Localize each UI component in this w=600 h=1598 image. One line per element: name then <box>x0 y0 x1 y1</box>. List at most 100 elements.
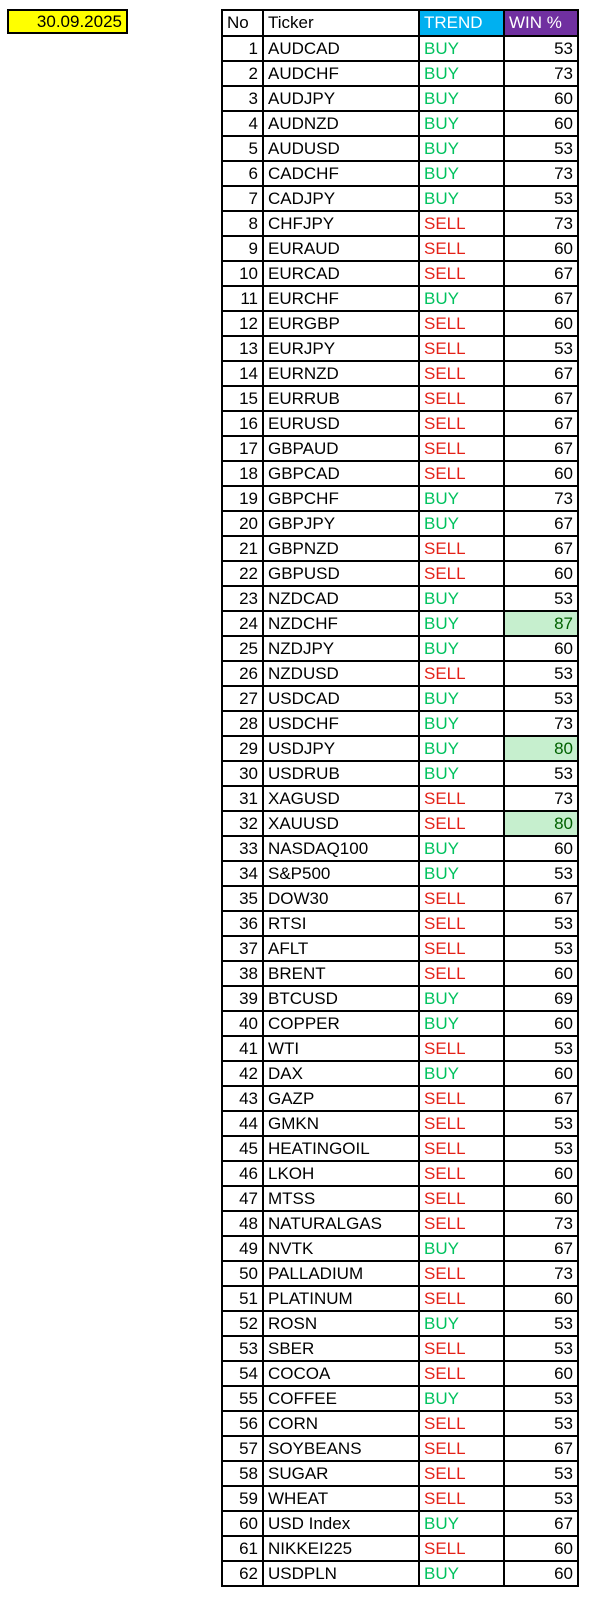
cell-ticker[interactable]: AUDCHF <box>262 60 420 87</box>
cell-no[interactable]: 20 <box>221 510 264 537</box>
cell-no[interactable]: 27 <box>221 685 264 712</box>
cell-ticker[interactable]: USDPLN <box>262 1560 420 1587</box>
cell-trend[interactable]: BUY <box>418 1235 505 1262</box>
cell-no[interactable]: 13 <box>221 335 264 362</box>
cell-ticker[interactable]: BRENT <box>262 960 420 987</box>
cell-no[interactable]: 54 <box>221 1360 264 1387</box>
cell-ticker[interactable]: AUDNZD <box>262 110 420 137</box>
cell-no[interactable]: 6 <box>221 160 264 187</box>
cell-win[interactable]: 87 <box>503 610 579 637</box>
cell-win[interactable]: 80 <box>503 810 579 837</box>
cell-win[interactable]: 73 <box>503 710 579 737</box>
cell-no[interactable]: 2 <box>221 60 264 87</box>
cell-trend[interactable]: BUY <box>418 285 505 312</box>
cell-ticker[interactable]: COCOA <box>262 1360 420 1387</box>
cell-win[interactable]: 67 <box>503 360 579 387</box>
cell-trend[interactable]: BUY <box>418 110 505 137</box>
cell-no[interactable]: 44 <box>221 1110 264 1137</box>
cell-no[interactable]: 46 <box>221 1160 264 1187</box>
cell-win[interactable]: 53 <box>503 1410 579 1437</box>
cell-trend[interactable]: SELL <box>418 1160 505 1187</box>
cell-trend[interactable]: BUY <box>418 135 505 162</box>
cell-win[interactable]: 67 <box>503 510 579 537</box>
cell-ticker[interactable]: NZDCAD <box>262 585 420 612</box>
cell-win[interactable]: 53 <box>503 35 579 62</box>
cell-trend[interactable]: SELL <box>418 910 505 937</box>
cell-win[interactable]: 67 <box>503 1085 579 1112</box>
cell-ticker[interactable]: MTSS <box>262 1185 420 1212</box>
cell-ticker[interactable]: S&P500 <box>262 860 420 887</box>
cell-trend[interactable]: SELL <box>418 1085 505 1112</box>
cell-no[interactable]: 21 <box>221 535 264 562</box>
cell-ticker[interactable]: RTSI <box>262 910 420 937</box>
cell-win[interactable]: 53 <box>503 1110 579 1137</box>
cell-trend[interactable]: SELL <box>418 260 505 287</box>
cell-no[interactable]: 49 <box>221 1235 264 1262</box>
cell-no[interactable]: 56 <box>221 1410 264 1437</box>
cell-trend[interactable]: BUY <box>418 610 505 637</box>
cell-trend[interactable]: SELL <box>418 560 505 587</box>
cell-no[interactable]: 51 <box>221 1285 264 1312</box>
cell-no[interactable]: 31 <box>221 785 264 812</box>
cell-trend[interactable]: SELL <box>418 960 505 987</box>
cell-win[interactable]: 69 <box>503 985 579 1012</box>
cell-no[interactable]: 58 <box>221 1460 264 1487</box>
cell-no[interactable]: 48 <box>221 1210 264 1237</box>
cell-ticker[interactable]: SUGAR <box>262 1460 420 1487</box>
cell-ticker[interactable]: USD Index <box>262 1510 420 1537</box>
cell-trend[interactable]: SELL <box>418 235 505 262</box>
cell-ticker[interactable]: BTCUSD <box>262 985 420 1012</box>
cell-ticker[interactable]: NZDCHF <box>262 610 420 637</box>
cell-trend[interactable]: SELL <box>418 385 505 412</box>
cell-ticker[interactable]: EURCHF <box>262 285 420 312</box>
cell-no[interactable]: 22 <box>221 560 264 587</box>
cell-win[interactable]: 53 <box>503 185 579 212</box>
cell-win[interactable]: 67 <box>503 1435 579 1462</box>
cell-trend[interactable]: SELL <box>418 535 505 562</box>
cell-ticker[interactable]: AUDCAD <box>262 35 420 62</box>
cell-ticker[interactable]: NZDJPY <box>262 635 420 662</box>
cell-win[interactable]: 73 <box>503 485 579 512</box>
header-no[interactable]: No <box>221 9 264 37</box>
cell-ticker[interactable]: GBPNZD <box>262 535 420 562</box>
cell-win[interactable]: 60 <box>503 235 579 262</box>
cell-no[interactable]: 24 <box>221 610 264 637</box>
cell-no[interactable]: 9 <box>221 235 264 262</box>
cell-trend[interactable]: SELL <box>418 435 505 462</box>
cell-ticker[interactable]: GBPCAD <box>262 460 420 487</box>
cell-win[interactable]: 53 <box>503 660 579 687</box>
cell-win[interactable]: 60 <box>503 960 579 987</box>
cell-win[interactable]: 60 <box>503 1160 579 1187</box>
cell-trend[interactable]: SELL <box>418 410 505 437</box>
cell-no[interactable]: 37 <box>221 935 264 962</box>
cell-no[interactable]: 32 <box>221 810 264 837</box>
cell-no[interactable]: 42 <box>221 1060 264 1087</box>
cell-trend[interactable]: BUY <box>418 85 505 112</box>
cell-win[interactable]: 60 <box>503 110 579 137</box>
cell-ticker[interactable]: NASDAQ100 <box>262 835 420 862</box>
cell-no[interactable]: 11 <box>221 285 264 312</box>
cell-no[interactable]: 3 <box>221 85 264 112</box>
cell-no[interactable]: 25 <box>221 635 264 662</box>
cell-trend[interactable]: SELL <box>418 885 505 912</box>
cell-ticker[interactable]: GBPAUD <box>262 435 420 462</box>
cell-no[interactable]: 7 <box>221 185 264 212</box>
cell-no[interactable]: 45 <box>221 1135 264 1162</box>
header-trend[interactable]: TREND <box>418 9 505 37</box>
cell-win[interactable]: 53 <box>503 585 579 612</box>
cell-trend[interactable]: BUY <box>418 1510 505 1537</box>
cell-win[interactable]: 73 <box>503 60 579 87</box>
cell-ticker[interactable]: USDRUB <box>262 760 420 787</box>
cell-ticker[interactable]: EURAUD <box>262 235 420 262</box>
cell-win[interactable]: 60 <box>503 1360 579 1387</box>
cell-trend[interactable]: BUY <box>418 635 505 662</box>
cell-win[interactable]: 73 <box>503 160 579 187</box>
cell-win[interactable]: 73 <box>503 210 579 237</box>
cell-ticker[interactable]: NVTK <box>262 1235 420 1262</box>
cell-trend[interactable]: SELL <box>418 1410 505 1437</box>
cell-trend[interactable]: BUY <box>418 735 505 762</box>
cell-ticker[interactable]: GAZP <box>262 1085 420 1112</box>
cell-no[interactable]: 23 <box>221 585 264 612</box>
cell-ticker[interactable]: EURUSD <box>262 410 420 437</box>
cell-ticker[interactable]: GBPCHF <box>262 485 420 512</box>
